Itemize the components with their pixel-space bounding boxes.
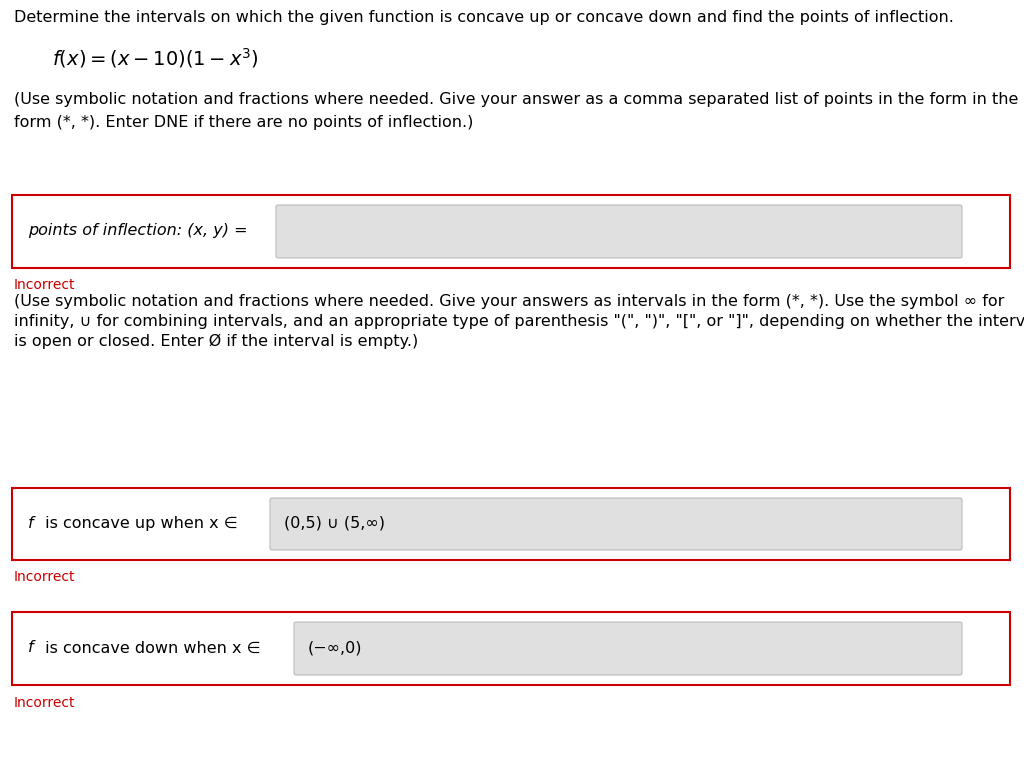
Text: is concave down when x ∈: is concave down when x ∈	[40, 641, 261, 656]
Text: (0,5) ∪ (5,∞): (0,5) ∪ (5,∞)	[284, 516, 385, 531]
Text: infinity, ∪ for combining intervals, and an appropriate type of parenthesis "(",: infinity, ∪ for combining intervals, and…	[14, 314, 1024, 329]
Text: $f(x) = (x - 10)(1 - x^3)$: $f(x) = (x - 10)(1 - x^3)$	[52, 46, 259, 70]
FancyBboxPatch shape	[294, 622, 962, 675]
Bar	[12, 612, 1010, 685]
FancyBboxPatch shape	[270, 498, 962, 550]
Text: (Use symbolic notation and fractions where needed. Give your answer as a comma s: (Use symbolic notation and fractions whe…	[14, 92, 1019, 107]
Text: form (*, *). Enter DNE if there are no points of inflection.): form (*, *). Enter DNE if there are no p…	[14, 115, 473, 130]
Text: Incorrect: Incorrect	[14, 570, 76, 584]
Text: f: f	[28, 516, 34, 531]
Bar	[12, 195, 1010, 268]
Text: points of inflection: (x, y) =: points of inflection: (x, y) =	[28, 224, 248, 239]
Text: Determine the intervals on which the given function is concave up or concave dow: Determine the intervals on which the giv…	[14, 10, 954, 25]
Text: f: f	[28, 641, 34, 656]
Text: (Use symbolic notation and fractions where needed. Give your answers as interval: (Use symbolic notation and fractions whe…	[14, 294, 1005, 309]
Text: Incorrect: Incorrect	[14, 696, 76, 710]
Text: Incorrect: Incorrect	[14, 278, 76, 292]
FancyBboxPatch shape	[276, 205, 962, 258]
Text: (−∞,0): (−∞,0)	[308, 641, 362, 656]
Bar	[12, 488, 1010, 560]
Text: is concave up when x ∈: is concave up when x ∈	[40, 516, 238, 531]
Text: is open or closed. Enter Ø if the interval is empty.): is open or closed. Enter Ø if the interv…	[14, 334, 418, 349]
